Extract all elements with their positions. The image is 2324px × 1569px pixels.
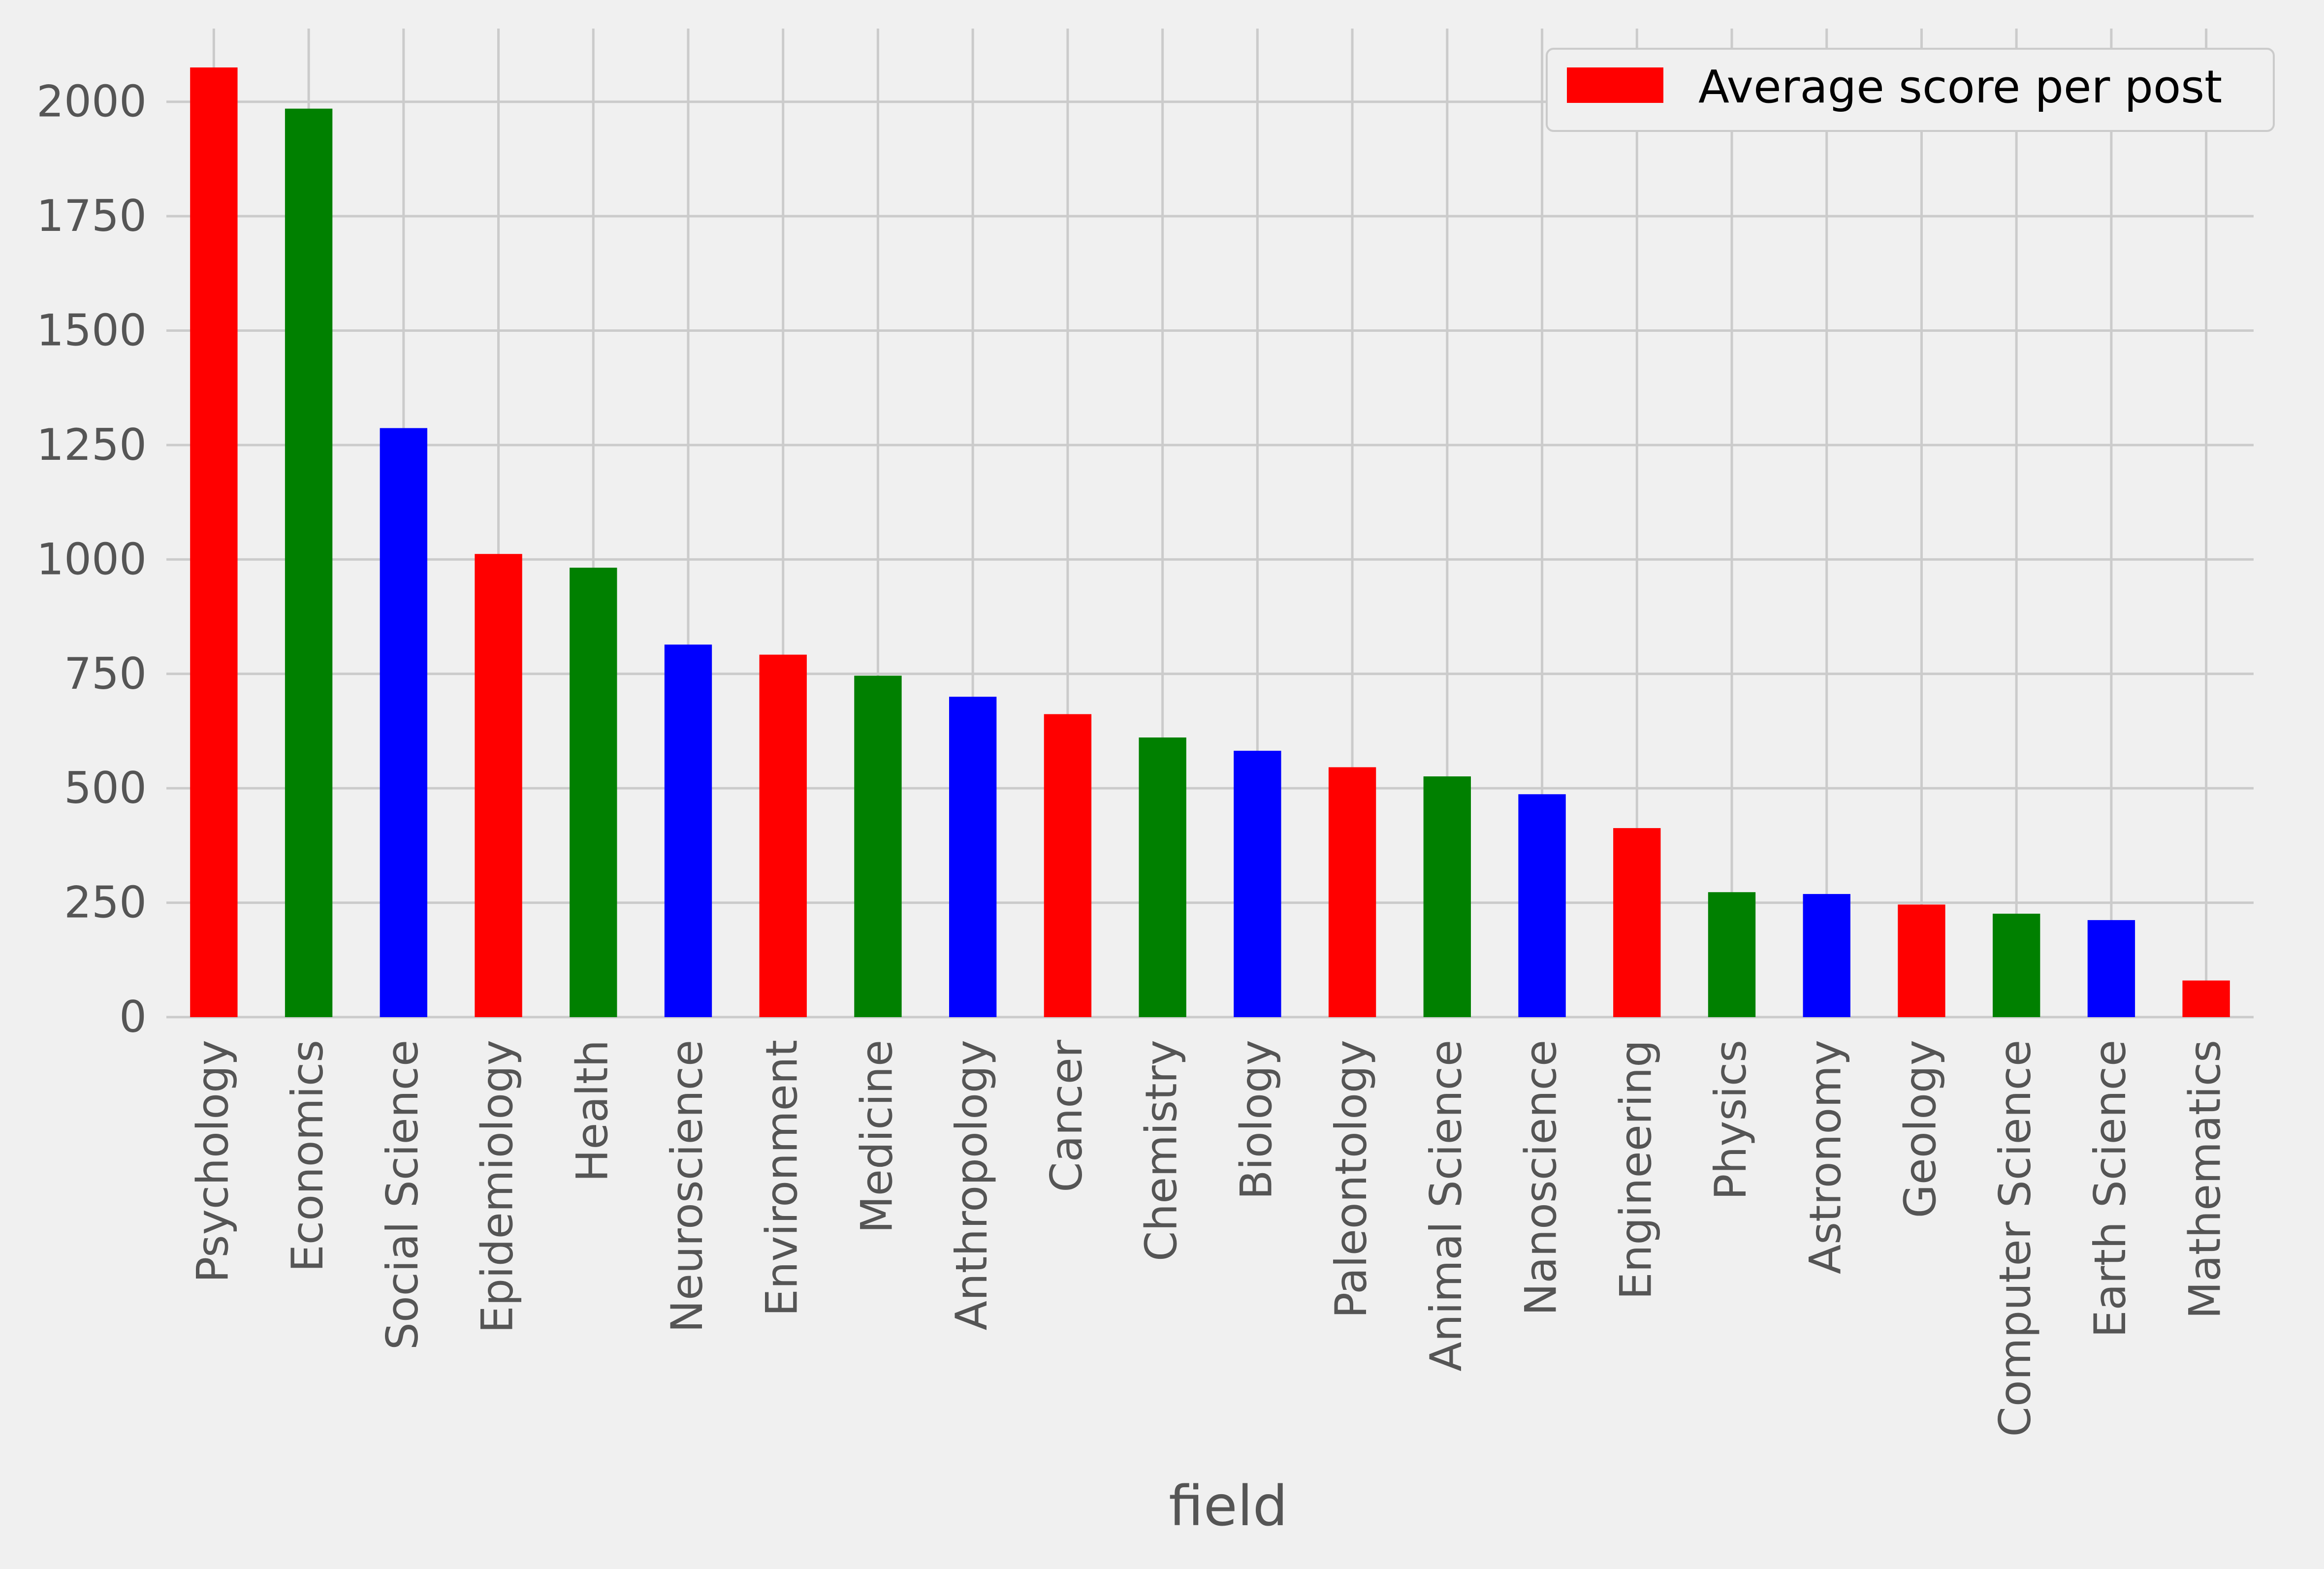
bar-health bbox=[570, 568, 617, 1017]
y-tick-label: 250 bbox=[64, 877, 147, 928]
x-tick-label: Animal Science bbox=[1421, 1040, 1471, 1372]
bar-animal-science bbox=[1423, 776, 1471, 1017]
bar-psychology bbox=[190, 67, 238, 1017]
bar-environment bbox=[759, 654, 807, 1017]
bar-economics bbox=[285, 108, 333, 1017]
bar-neuroscience bbox=[664, 644, 712, 1017]
x-tick-label: Epidemiology bbox=[472, 1040, 523, 1333]
bar-biology bbox=[1234, 750, 1281, 1017]
x-tick-label: Economics bbox=[282, 1040, 333, 1272]
x-tick-label: Medicine bbox=[851, 1040, 902, 1233]
x-tick-label: Geology bbox=[1895, 1040, 1945, 1218]
x-tick-label: Computer Science bbox=[1990, 1040, 2040, 1437]
y-tick-label: 1750 bbox=[36, 191, 147, 241]
bar-paleontology bbox=[1328, 767, 1376, 1017]
x-tick-label: Astronomy bbox=[1800, 1040, 1851, 1274]
legend-box bbox=[1546, 48, 2275, 132]
x-tick-label: Nanoscience bbox=[1516, 1040, 1566, 1315]
bar-medicine bbox=[854, 675, 902, 1017]
x-tick-label: Engineering bbox=[1610, 1040, 1661, 1300]
bar-anthropology bbox=[949, 697, 997, 1017]
x-tick-label: Social Science bbox=[377, 1040, 428, 1350]
bar-geology bbox=[1898, 904, 1945, 1017]
y-tick-labels: 0 250 500 750 1000 1250 1500 1750 2000 bbox=[36, 76, 147, 1042]
bar-physics bbox=[1708, 892, 1756, 1017]
x-tick-label: Mathematics bbox=[2180, 1040, 2230, 1319]
x-tick-label: Cancer bbox=[1041, 1039, 1092, 1192]
y-tick-label: 1500 bbox=[36, 305, 147, 356]
x-tick-label: Environment bbox=[757, 1040, 807, 1316]
bar-astronomy bbox=[1803, 894, 1850, 1017]
y-tick-label: 1000 bbox=[36, 534, 147, 584]
bar-social-science bbox=[380, 428, 427, 1017]
bar-chemistry bbox=[1139, 737, 1186, 1017]
x-tick-label: Health bbox=[567, 1040, 617, 1182]
y-tick-label: 750 bbox=[64, 648, 147, 699]
bar-engineering bbox=[1613, 828, 1661, 1017]
x-tick-label: Chemistry bbox=[1136, 1040, 1187, 1261]
bar-nanoscience bbox=[1518, 794, 1566, 1017]
y-tick-label: 0 bbox=[119, 992, 147, 1042]
x-tick-label: Biology bbox=[1231, 1040, 1281, 1200]
y-tick-label: 1250 bbox=[36, 419, 147, 470]
bar-mathematics bbox=[2182, 980, 2230, 1017]
y-tick-label: 2000 bbox=[36, 76, 147, 127]
x-tick-label: Paleontology bbox=[1326, 1040, 1376, 1318]
bar-epidemiology bbox=[475, 554, 522, 1017]
x-tick-label: Earth Science bbox=[2085, 1040, 2135, 1338]
bar-cancer bbox=[1044, 714, 1092, 1017]
bars bbox=[190, 67, 2230, 1017]
x-tick-label: Anthropology bbox=[946, 1040, 997, 1330]
x-tick-label: Neuroscience bbox=[662, 1040, 712, 1333]
legend: Average score per post bbox=[1546, 48, 2275, 132]
x-tick-label: Physics bbox=[1705, 1040, 1756, 1200]
bar-computer-science bbox=[1993, 913, 2040, 1017]
bar-earth-science bbox=[2087, 920, 2135, 1017]
y-tick-label: 500 bbox=[64, 763, 147, 813]
x-axis-label: field bbox=[1169, 1474, 1288, 1538]
x-tick-labels: Psychology Economics Social Science Epidemi… bbox=[187, 1039, 2230, 1437]
legend-label: Average score per post bbox=[1698, 61, 2222, 113]
legend-swatch bbox=[1567, 67, 1663, 103]
x-tick-label: Psychology bbox=[187, 1040, 238, 1283]
